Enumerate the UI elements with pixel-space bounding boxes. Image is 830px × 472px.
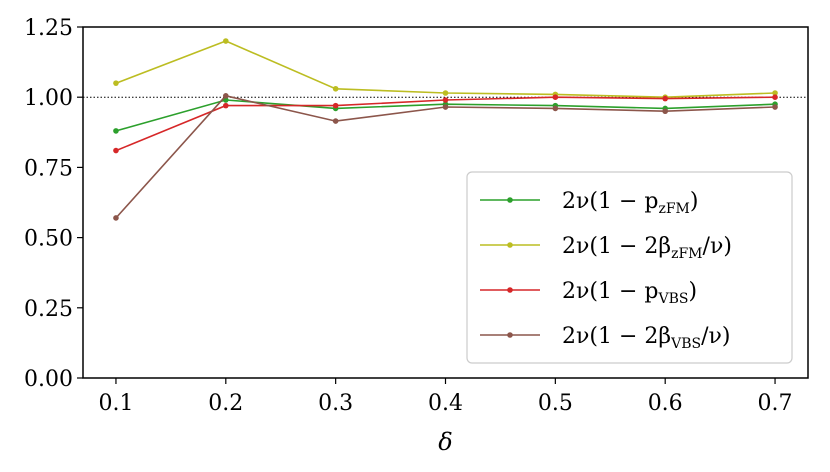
x-tick-label: 0.5 (538, 391, 573, 416)
data-point (442, 104, 449, 110)
legend-swatch-marker (507, 197, 513, 203)
y-tick-label: 1.00 (24, 86, 73, 111)
legend-label: 2ν(1 − pzFM) (562, 189, 699, 217)
legend-swatch-marker (507, 332, 513, 338)
x-tick-label: 0.1 (98, 391, 133, 416)
series-line-2 (115, 40, 776, 99)
legend-entry: 2ν(1 − pVBS) (480, 279, 697, 307)
data-point (662, 108, 668, 115)
legend-swatch-marker (507, 242, 513, 248)
data-point (223, 97, 229, 103)
y-tick-label: 0.50 (24, 227, 73, 252)
data-point (772, 94, 778, 100)
x-tick-label: 0.4 (428, 391, 463, 416)
legend: 2ν(1 − pzFM) 2ν(1 − 2βzFM/ν) 2ν(1 − pVBS) 2… (466, 171, 793, 364)
y-tick-label: 0.00 (24, 367, 73, 392)
data-point (332, 85, 339, 92)
legend-box (466, 171, 793, 364)
data-point (442, 97, 449, 103)
legend-entry: 2ν(1 − pzFM) (480, 189, 699, 217)
x-axis-label: δ (438, 428, 452, 456)
y-tick-label: 0.75 (24, 156, 73, 181)
data-point (552, 105, 559, 112)
plot-area (83, 38, 808, 221)
legend-label: 2ν(1 − 2βzFM/ν) (562, 234, 732, 262)
legend-swatch-marker (507, 287, 513, 293)
data-point (113, 215, 119, 221)
data-point (332, 102, 339, 109)
data-point (662, 95, 668, 102)
x-tick-label: 0.2 (208, 391, 243, 416)
legend-entry: 2ν(1 − 2βVBS/ν) (480, 324, 730, 352)
legend-entry: 2ν(1 − 2βzFM/ν) (480, 234, 732, 262)
x-tick-label: 0.6 (648, 391, 683, 416)
data-point (223, 38, 229, 44)
data-point (772, 104, 778, 110)
data-point (113, 128, 119, 134)
legend-label: 2ν(1 − 2βVBS/ν) (562, 324, 730, 352)
axis-ticks: 0.1 0.2 0.3 0.4 0.5 0.6 0.7 0.00 0.25 0.50 0.75 1.0… (24, 16, 793, 416)
legend-label: 2ν(1 − pVBS) (562, 279, 697, 307)
y-tick-label: 1.25 (24, 16, 73, 41)
y-tick-label: 0.25 (24, 297, 73, 322)
data-point (223, 92, 229, 99)
data-point (772, 90, 778, 96)
x-tick-label: 0.7 (758, 391, 793, 416)
data-point (442, 90, 449, 96)
data-point (223, 102, 229, 109)
x-tick-label: 0.3 (318, 391, 353, 416)
data-point (113, 80, 119, 86)
data-point (552, 94, 559, 100)
data-point (113, 147, 119, 154)
data-point (332, 118, 339, 124)
